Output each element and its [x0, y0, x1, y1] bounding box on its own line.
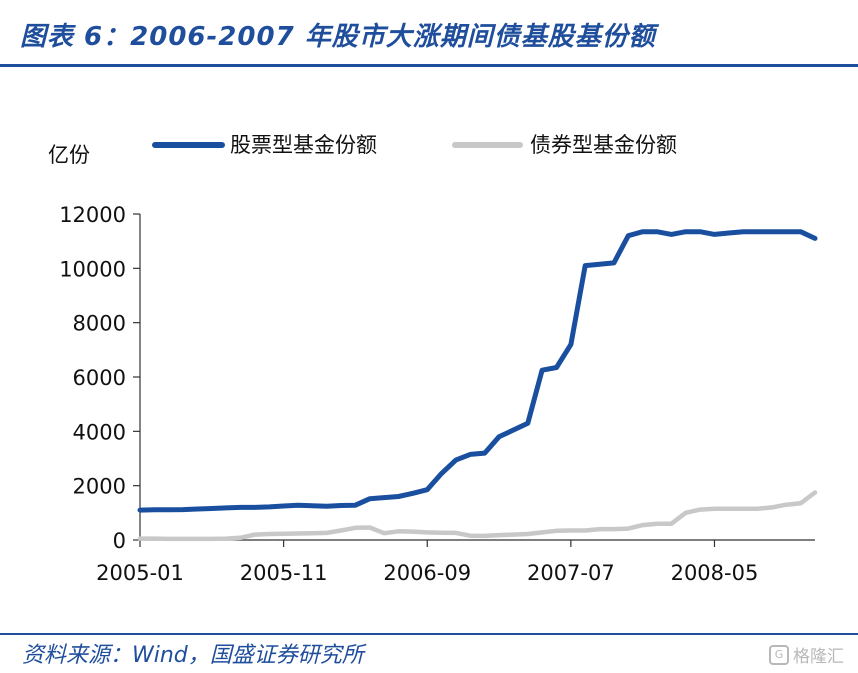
header-rule	[0, 64, 858, 67]
y-tick-label: 0	[113, 529, 126, 553]
y-tick-label: 4000	[73, 420, 126, 444]
y-axis-unit-label: 亿份	[48, 143, 90, 167]
footer-rule	[0, 633, 858, 635]
legend-label-equity: 股票型基金份额	[230, 133, 377, 157]
x-tick-label: 2005-01	[96, 561, 184, 585]
y-tick-label: 12000	[59, 203, 126, 227]
watermark: G 格隆汇	[769, 642, 844, 667]
x-tick-label: 2008-05	[671, 561, 759, 585]
watermark-text: 格隆汇	[793, 647, 844, 667]
series-line-bond	[137, 490, 818, 542]
x-tick-label: 2005-11	[240, 561, 328, 585]
y-tick-label: 2000	[73, 475, 126, 499]
y-tick-label: 6000	[73, 366, 126, 390]
legend: 股票型基金份额 债券型基金份额	[152, 133, 677, 157]
source-note: 资料来源：Wind，国盛证券研究所	[22, 643, 364, 668]
watermark-logo-icon: G	[769, 644, 789, 665]
chart-title: 图表 6：2006-2007 年股市大涨期间债基股基份额	[20, 22, 656, 52]
plot-area	[137, 229, 818, 542]
x-tick-label: 2007-07	[527, 561, 615, 585]
axes: 0 2000 4000 6000 8000 10000 12000 2005-01 2005-1…	[59, 203, 815, 585]
series-line-equity	[137, 229, 818, 513]
y-tick-label: 8000	[73, 312, 126, 336]
legend-label-bond: 债券型基金份额	[530, 133, 677, 157]
y-tick-label: 10000	[59, 257, 126, 281]
x-tick-label: 2006-09	[383, 561, 471, 585]
